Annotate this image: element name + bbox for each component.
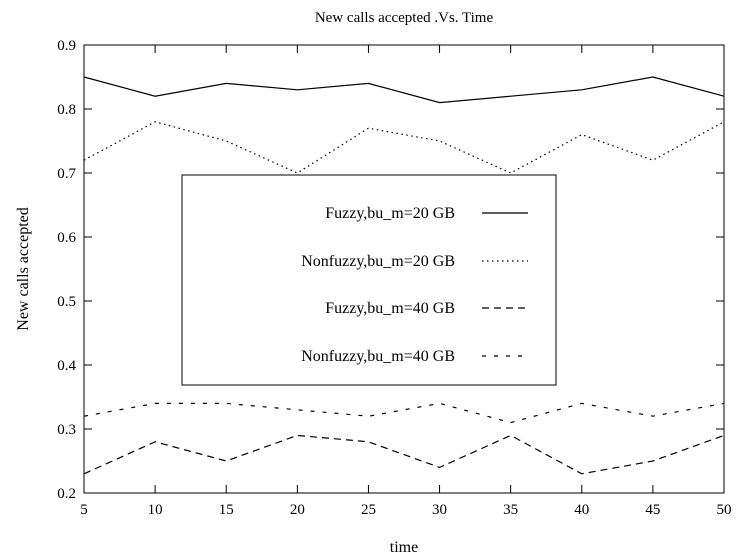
legend-label: Fuzzy,bu_m=40 GB	[325, 300, 455, 317]
legend-label: Nonfuzzy,bu_m=20 GB	[301, 253, 455, 270]
y-tick-label: 0.2	[57, 486, 76, 502]
y-tick-label: 0.5	[57, 294, 76, 310]
x-tick-label: 25	[361, 502, 376, 518]
y-axis-label: New calls accepted	[15, 207, 32, 330]
x-tick-label: 20	[290, 502, 305, 518]
x-tick-label: 40	[574, 502, 589, 518]
chart-title: New calls accepted .Vs. Time	[315, 10, 494, 26]
y-tick-label: 0.6	[57, 230, 76, 246]
y-tick-label: 0.9	[57, 38, 76, 54]
x-axis-label: time	[390, 539, 418, 556]
y-tick-label: 0.3	[57, 422, 76, 438]
x-tick-label: 50	[717, 502, 732, 518]
y-tick-label: 0.8	[57, 102, 76, 118]
series-line-3	[84, 435, 724, 473]
series-line-4	[84, 403, 724, 422]
y-tick-label: 0.7	[57, 166, 76, 182]
series-line-1	[84, 77, 724, 103]
x-tick-label: 15	[219, 502, 234, 518]
x-tick-label: 45	[645, 502, 660, 518]
x-tick-label: 30	[432, 502, 447, 518]
legend-label: Nonfuzzy,bu_m=40 GB	[301, 348, 455, 365]
x-tick-label: 5	[80, 502, 88, 518]
series-line-2	[84, 122, 724, 173]
legend: Fuzzy,bu_m=20 GB Nonfuzzy,bu_m=20 GB Fuzzy…	[182, 175, 556, 385]
x-tick-label: 35	[503, 502, 518, 518]
x-tick-label: 10	[148, 502, 163, 518]
y-tick-label: 0.4	[57, 358, 76, 374]
legend-label: Fuzzy,bu_m=20 GB	[325, 205, 455, 222]
